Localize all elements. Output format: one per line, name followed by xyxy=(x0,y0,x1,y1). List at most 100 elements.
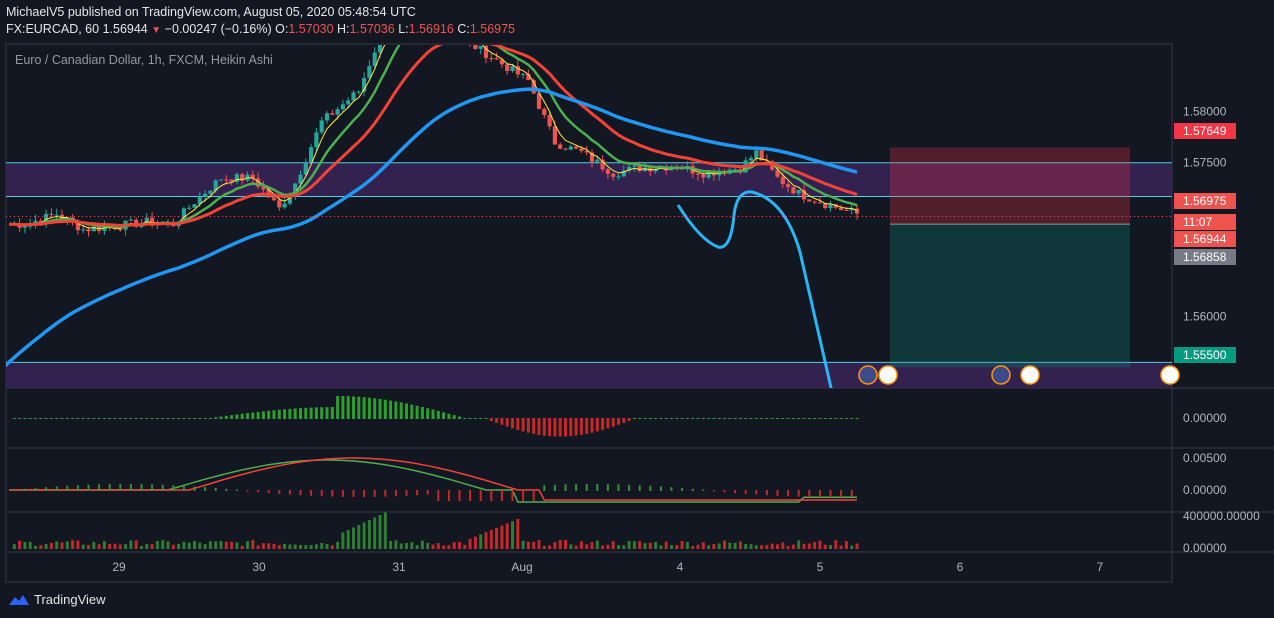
pane1-hist-bar xyxy=(373,398,377,419)
candle-body xyxy=(706,171,711,178)
volume-bar xyxy=(357,525,361,549)
pane2-hist-bar xyxy=(310,490,313,496)
price-tag-bg xyxy=(1174,214,1236,230)
pane1-hist-bar xyxy=(108,418,112,419)
price-tick-label: 1.56000 xyxy=(1183,309,1227,323)
volume-bar xyxy=(648,542,652,549)
pane1-hist-bar xyxy=(526,418,530,433)
pane2-hist-bar xyxy=(257,490,260,493)
volume-bar xyxy=(219,540,223,549)
pane1-hist-bar xyxy=(325,407,329,419)
pane1-hist-bar xyxy=(203,418,207,419)
pane1-hist-bar xyxy=(500,418,504,425)
candle-body xyxy=(431,0,435,4)
volume-bar xyxy=(564,540,567,549)
pane2-hist-bar xyxy=(765,490,768,496)
pane1-hist-bar xyxy=(516,418,520,430)
volume-bar xyxy=(198,542,202,549)
volume-bar xyxy=(60,542,64,549)
volume-bar xyxy=(537,540,541,549)
candle-body xyxy=(759,150,764,161)
pane1-hist-bar xyxy=(707,418,711,419)
volume-bar xyxy=(145,544,149,549)
candle-body xyxy=(298,174,303,184)
pane2-hist-bar xyxy=(681,487,684,491)
pane1-hist-bar xyxy=(410,404,414,419)
pane2-tick: 0.00000 xyxy=(1183,483,1227,497)
event-eu-icon xyxy=(991,365,1011,385)
pane2-hist-bar xyxy=(691,488,694,491)
pane1-hist-bar xyxy=(299,408,302,419)
pane1-hist-bar xyxy=(283,409,287,419)
candle-body xyxy=(505,64,510,71)
volume-bar xyxy=(691,545,695,549)
volume-bar xyxy=(606,544,610,549)
pane1-hist-bar xyxy=(113,418,117,419)
volume-bar xyxy=(728,542,732,549)
pane1-hist-bar xyxy=(34,418,37,419)
pane2-hist-bar xyxy=(469,490,472,501)
volume-bar xyxy=(367,520,371,549)
pane2-tick: 0.00500 xyxy=(1183,451,1227,465)
pane1-hist-bar xyxy=(219,416,223,419)
volume-bar xyxy=(92,541,96,549)
candle-body xyxy=(791,187,796,194)
volume-bar xyxy=(791,544,795,549)
candle-body xyxy=(383,26,387,34)
pane1-hist-bar xyxy=(261,411,265,419)
pane1-hist-bar xyxy=(691,418,695,419)
pane1-hist-bar xyxy=(330,407,334,419)
volume-bar xyxy=(495,527,499,549)
pane1-hist-bar xyxy=(829,418,832,419)
volume-bar xyxy=(473,536,477,549)
pane1-hist-bar xyxy=(389,400,393,419)
pane1-hist-bar xyxy=(564,418,567,437)
volume-bar xyxy=(744,543,748,549)
pane1-hist-bar xyxy=(224,415,228,419)
candle-body xyxy=(463,35,467,38)
pane2-hist-bar xyxy=(617,484,620,491)
candle-body xyxy=(181,208,186,222)
series-title: Euro / Canadian Dollar, 1h, FXCM, Heikin… xyxy=(15,53,273,67)
pane2-hist-bar xyxy=(638,485,641,491)
tradingview-brand[interactable]: TradingView xyxy=(8,592,106,607)
pane2-hist-bar xyxy=(384,490,387,497)
candle-body xyxy=(367,65,372,78)
pane1-hist-bar xyxy=(495,418,499,423)
brand-label: TradingView xyxy=(34,592,106,607)
volume-bar xyxy=(839,545,843,549)
pane1-hist-bar xyxy=(579,418,583,435)
pane1-hist-bar xyxy=(97,418,101,419)
pane1-hist-bar xyxy=(569,418,573,437)
volume-bar xyxy=(850,545,854,549)
volume-bar xyxy=(489,530,493,549)
close-label: C: xyxy=(457,22,470,36)
pane1-hist-bar xyxy=(129,418,133,419)
pane1-hist-bar xyxy=(844,418,848,419)
candle-body xyxy=(823,203,828,209)
pane1-hist-bar xyxy=(659,418,663,419)
pane1-hist-bar xyxy=(272,410,276,419)
pane2-hist-bar xyxy=(808,490,811,497)
volume-bar xyxy=(431,544,435,549)
volume-bar xyxy=(595,540,599,549)
pane1-hist-bar xyxy=(839,418,843,419)
volume-bar xyxy=(81,544,85,549)
pane2-hist-bar xyxy=(267,490,270,494)
pane2-hist-bar xyxy=(55,486,58,491)
candle-body xyxy=(717,171,722,176)
pane2-hist-bar xyxy=(850,490,853,497)
pane2-hist-bar xyxy=(119,484,122,491)
candle-body xyxy=(319,120,324,133)
pane1-hist-bar xyxy=(749,418,753,419)
low-value: 1.56916 xyxy=(408,22,454,36)
pane1-hist-bar xyxy=(288,408,292,419)
pane2-hist-bar xyxy=(532,490,535,501)
pane1-hist-bar xyxy=(39,418,43,419)
pane1-hist-bar xyxy=(585,418,589,434)
volume-bar xyxy=(166,541,170,549)
pane1-hist-bar xyxy=(717,418,721,419)
volume-bar xyxy=(415,545,419,549)
pane1-hist-bar xyxy=(834,418,838,419)
